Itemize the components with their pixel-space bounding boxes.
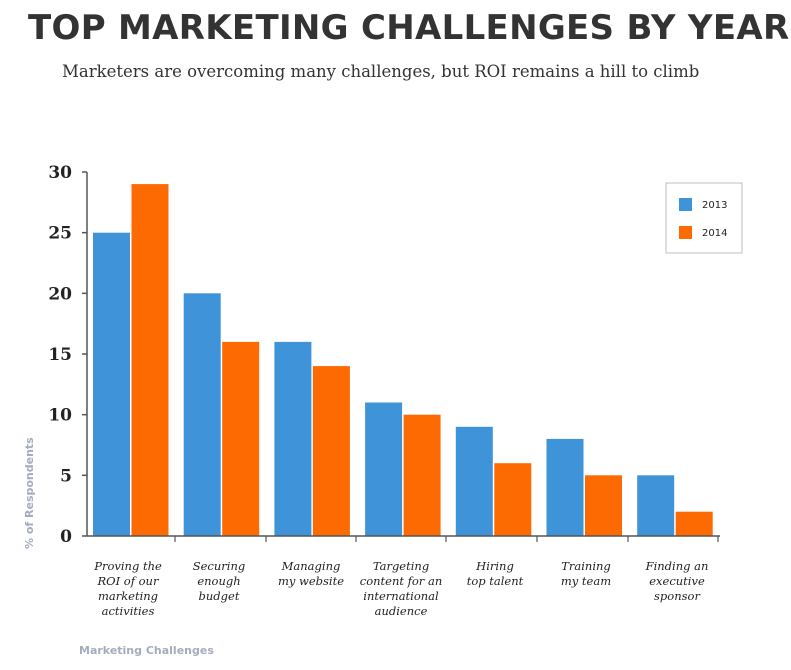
bar-2014-5 <box>494 463 532 536</box>
y-tick-label: 5 <box>60 466 72 486</box>
x-tick-label-line: enough <box>197 574 240 588</box>
y-tick-label: 10 <box>48 406 72 426</box>
x-tick-label-line: international <box>363 589 439 603</box>
legend-swatch-2013 <box>679 198 692 211</box>
chart-title: TOP MARKETING CHALLENGES BY YEAR <box>28 8 790 48</box>
x-tick-label-line: ROI of our <box>97 574 160 588</box>
bar-2013-4 <box>365 402 403 536</box>
bar-2013-1 <box>93 232 130 536</box>
x-tick-label: Proving the ROI of our marketing activities <box>93 559 162 618</box>
bar-2013-3 <box>274 341 312 536</box>
legend-swatch-2014 <box>679 226 692 239</box>
x-tick-label: Finding an executive sponsor <box>645 559 709 603</box>
bar-2013-6 <box>546 438 584 536</box>
x-tick-label-line: budget <box>199 589 240 603</box>
bar-2014-2 <box>222 341 260 536</box>
legend: 2013 2014 <box>665 182 743 254</box>
x-tick-label-line: top talent <box>467 574 524 588</box>
bar-2013-5 <box>455 426 493 536</box>
y-tick-label: 25 <box>48 224 72 244</box>
x-tick-label-line: sponsor <box>654 589 701 603</box>
x-tick-label: Securing enough budget <box>193 559 245 603</box>
x-axis-title: Marketing Challenges <box>79 644 214 657</box>
x-tick-label: Training my team <box>561 559 611 588</box>
x-tick-label-line: Managing <box>281 559 341 573</box>
legend-label-2014: 2014 <box>702 228 727 239</box>
x-tick-label-line: Targeting <box>373 559 429 573</box>
legend-label-2013: 2013 <box>702 200 727 211</box>
x-tick-label-line: Proving the <box>93 559 162 573</box>
bar-2014-1 <box>131 184 169 536</box>
y-tick-label: 0 <box>60 527 72 547</box>
x-tick-label-line: Securing <box>193 559 245 573</box>
x-tick-label-line: marketing <box>98 589 158 603</box>
x-tick-label-line: executive <box>649 574 705 588</box>
bar-2014-4 <box>403 414 441 536</box>
y-tick-label: 20 <box>48 284 72 304</box>
bar-2014-6 <box>585 475 622 536</box>
x-tick-label-line: Hiring <box>475 559 514 573</box>
bar-2013-7 <box>637 475 675 536</box>
y-axis-title: % of Respondents <box>23 437 36 549</box>
bar-2014-3 <box>312 366 350 536</box>
x-tick-label-line: activities <box>102 604 155 618</box>
x-tick-label-line: my website <box>278 574 344 588</box>
x-tick-label-line: Training <box>561 559 611 573</box>
bar-2013-2 <box>183 293 221 536</box>
x-tick-label-line: content for an <box>360 574 442 588</box>
y-tick-label: 30 <box>48 163 72 183</box>
x-tick-label-line: my team <box>561 574 611 588</box>
x-tick-label-line: Finding an <box>645 559 709 573</box>
x-tick-label: Targeting content for an international audi… <box>360 559 442 618</box>
bar-2014-7 <box>675 511 713 536</box>
x-tick-label-line: audience <box>375 604 428 618</box>
legend-box <box>665 182 743 254</box>
chart-subtitle: Marketers are overcoming many challenges… <box>62 62 700 81</box>
x-tick-label: Hiring top talent <box>467 559 524 588</box>
x-tick-label: Managing my website <box>278 559 344 588</box>
y-tick-label: 15 <box>48 345 72 365</box>
